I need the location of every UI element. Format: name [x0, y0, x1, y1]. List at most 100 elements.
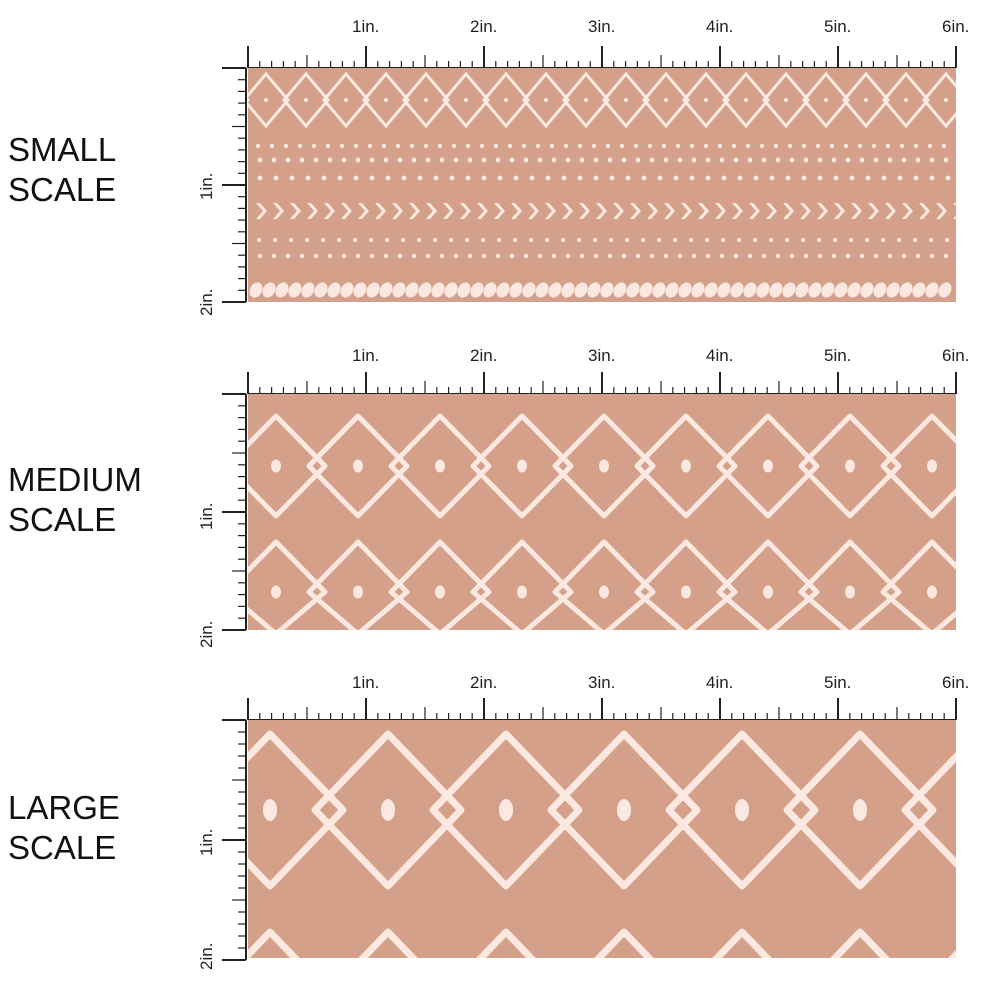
small-dot [481, 238, 485, 242]
small-chevron [732, 203, 743, 219]
small-scale-label-line1: SMALL [8, 131, 117, 168]
small-dot [353, 143, 359, 149]
small-dot [677, 253, 683, 259]
small-dot [339, 143, 345, 149]
small-diamond [762, 71, 810, 129]
small-dot [369, 253, 375, 259]
small-dot [299, 253, 305, 259]
small-oval [730, 282, 744, 298]
small-dot [353, 238, 357, 242]
medium-top-label-5: 5in. [824, 346, 851, 365]
small-dot [817, 175, 823, 181]
small-diamond-dot [664, 98, 668, 102]
small-dot [417, 175, 423, 181]
small-diamond [642, 71, 690, 129]
small-dot [449, 238, 453, 242]
small-dot [537, 253, 543, 259]
small-chevron [545, 203, 556, 219]
small-oval [470, 282, 484, 298]
small-dot [591, 143, 597, 149]
small-left-ruler: 1in. 2in. [197, 67, 247, 316]
small-dot [657, 175, 663, 181]
small-chevron [630, 203, 641, 219]
small-oval [626, 282, 640, 298]
medium-diamond [552, 539, 656, 630]
large-scale-swatch [248, 720, 956, 958]
small-dot [705, 157, 711, 163]
small-dot [929, 175, 935, 181]
small-dot [289, 238, 293, 242]
small-dot [411, 157, 417, 163]
small-dot [593, 175, 599, 181]
small-dot [401, 175, 407, 181]
large-diamond-partial [594, 928, 654, 958]
medium-diamond [716, 539, 820, 630]
small-top-label-2: 2in. [470, 17, 497, 36]
small-dot [271, 157, 277, 163]
small-dot [649, 157, 655, 163]
small-dot [327, 253, 333, 259]
small-chevron [834, 203, 845, 219]
small-dot [481, 175, 487, 181]
small-dot [549, 143, 555, 149]
small-dot [833, 175, 839, 181]
large-diamond-partial [830, 928, 890, 958]
small-dot [257, 238, 261, 242]
small-diamond [722, 71, 770, 129]
medium-diamond [880, 413, 956, 519]
small-dot [495, 253, 501, 259]
small-dot [943, 157, 949, 163]
small-diamond-dot [864, 98, 868, 102]
large-dot [381, 799, 395, 821]
large-diamond [665, 730, 819, 890]
small-dot [257, 175, 263, 181]
small-dot [789, 253, 795, 259]
small-dot [859, 253, 865, 259]
small-dot [721, 238, 725, 242]
small-dot [731, 143, 737, 149]
medium-dot [435, 585, 445, 599]
small-dot [865, 175, 871, 181]
medium-dot [517, 585, 527, 599]
small-chevron [851, 203, 862, 219]
small-dot [789, 157, 795, 163]
large-left-ruler: 1in. 2in. [197, 719, 247, 970]
medium-dot [681, 585, 691, 599]
small-oval [665, 282, 679, 298]
small-dot [383, 157, 389, 163]
medium-top-label-6: 6in. [942, 346, 969, 365]
small-chevron [477, 203, 488, 219]
small-oval [379, 282, 393, 298]
small-dot [929, 157, 935, 163]
small-dot [271, 253, 277, 259]
small-dot [901, 253, 907, 259]
small-dot [943, 253, 949, 259]
small-dot [721, 175, 727, 181]
small-oval [587, 282, 601, 298]
small-dot [675, 143, 681, 149]
small-dot [285, 253, 291, 259]
small-dot [321, 175, 327, 181]
small-dot [663, 157, 669, 163]
small-oval [613, 282, 627, 298]
small-dot [321, 238, 325, 242]
large-scale-label-line1: LARGE [8, 789, 120, 826]
small-dot [849, 175, 855, 181]
small-diamond-dot [544, 98, 548, 102]
small-dot [785, 175, 791, 181]
small-chevron [307, 203, 318, 219]
small-dot [859, 157, 865, 163]
small-dot [523, 253, 529, 259]
medium-diamond [634, 413, 738, 519]
small-dot [289, 175, 295, 181]
small-dot [657, 238, 661, 242]
small-dot [941, 143, 947, 149]
small-chevron [698, 203, 709, 219]
small-dot [843, 143, 849, 149]
small-dot [369, 238, 373, 242]
small-dot [449, 175, 455, 181]
small-oval [340, 282, 354, 298]
small-diamond-dot [704, 98, 708, 102]
small-diamond [602, 71, 650, 129]
small-dot [759, 143, 765, 149]
